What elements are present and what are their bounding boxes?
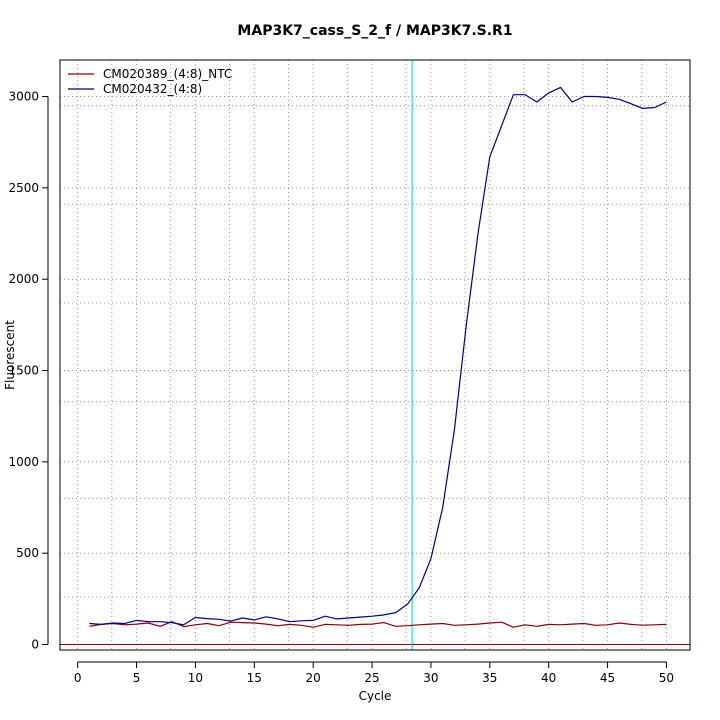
y-tick-label: 0 [31,638,39,652]
y-tick-label: 1500 [8,364,39,378]
y-tick-label: 1000 [8,455,39,469]
x-tick-label: 40 [541,671,556,685]
y-axis: 0 500 1000 1500 2000 2500 3000 [8,90,49,652]
plot-frame [59,59,691,651]
chart-title: MAP3K7_cass_S_2_f / MAP3K7.S.R1 [237,23,512,39]
x-tick-label: 10 [188,671,203,685]
series-line-2 [89,86,667,626]
y-tick-label: 2500 [8,181,39,195]
x-tick-label: 25 [364,671,379,685]
legend-label-2: CM020432_(4:8) [103,82,202,96]
y-tick-label: 2000 [8,272,39,286]
series-line-1 [89,621,667,628]
x-tick-label: 35 [482,671,497,685]
x-axis: 0 5 10 15 20 25 30 35 40 45 50 [74,661,674,685]
series-lines [89,86,667,628]
legend-label-1: CM020389_(4:8)_NTC [103,67,232,81]
x-tick-label: 50 [659,671,674,685]
y-tick-label: 500 [16,546,39,560]
x-tick-label: 20 [306,671,321,685]
x-tick-label: 30 [423,671,438,685]
x-axis-label: Cycle [359,689,392,703]
x-tick-label: 0 [74,671,82,685]
x-tick-label: 5 [133,671,141,685]
x-tick-label: 45 [600,671,615,685]
y-axis-label: Fluorescent [3,320,17,390]
marker-lines [60,60,690,650]
y-tick-label: 3000 [8,90,39,104]
x-tick-label: 15 [247,671,262,685]
